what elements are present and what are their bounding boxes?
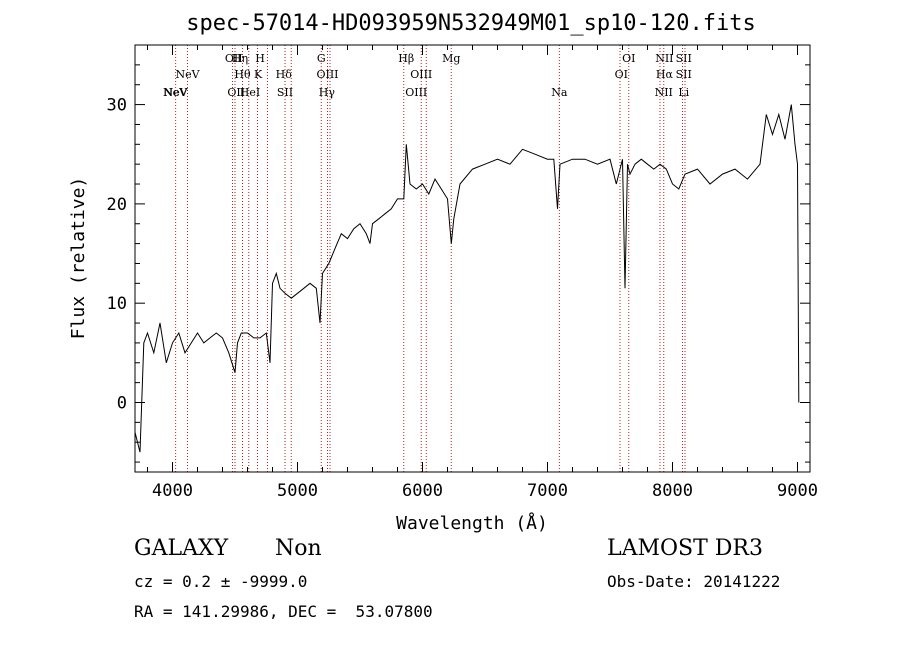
line-label: NII [655, 86, 673, 99]
x-axis-label: Wavelength (Å) [396, 512, 548, 534]
y-axis-label: Flux (relative) [68, 177, 89, 340]
line-label: HeI [240, 86, 260, 99]
line-label: Hδ [276, 68, 293, 81]
line-label: SII [277, 86, 293, 99]
chart-title: spec-57014-HD093959N532949M01_sp10-120.f… [186, 11, 756, 36]
line-label: OIII [316, 68, 338, 81]
x-tick-label: 8000 [652, 481, 693, 501]
line-label: NeV [175, 68, 200, 81]
line-label: OII [227, 86, 245, 99]
survey-name: LAMOST DR3 [607, 536, 763, 561]
obs-date-text: Obs-Date: 20141222 [607, 572, 781, 591]
plot-frame [134, 44, 811, 473]
object-subclass: Non [275, 536, 322, 561]
line-label: Hγ [319, 86, 336, 99]
line-label: NII [655, 52, 673, 65]
x-tick-label: 6000 [402, 481, 443, 501]
line-label: H [255, 52, 265, 65]
line-label: Na [551, 86, 568, 99]
line-label: SII [676, 52, 692, 65]
spectrum-line [134, 104, 800, 453]
line-label: SII [676, 68, 692, 81]
line-label: OI [615, 68, 628, 81]
y-tick-label: 10 [107, 294, 127, 314]
line-label: Li [678, 86, 689, 99]
line-label: G [317, 52, 326, 65]
line-label: NeV [164, 86, 189, 99]
line-label: Mg [442, 52, 460, 65]
object-class: GALAXY [134, 536, 229, 561]
line-label: OIII [405, 86, 427, 99]
coordinates-text: RA = 141.29986, DEC = 53.07800 [134, 602, 433, 621]
x-tick-label: 9000 [777, 481, 818, 501]
line-label: K [254, 68, 263, 81]
y-tick-label: 30 [107, 96, 127, 116]
y-tick-label: 0 [117, 393, 127, 413]
line-label: Hθ [234, 68, 251, 81]
line-label: OII [225, 52, 243, 65]
line-label: Hη [232, 52, 248, 65]
x-tick-label: 5000 [277, 481, 318, 501]
line-label: Hβ [398, 52, 414, 65]
line-label: Hα [656, 68, 674, 81]
x-tick-label: 4000 [152, 481, 193, 501]
line-label: OIII [410, 68, 432, 81]
y-tick-label: 20 [107, 195, 127, 215]
redshift-text: cz = 0.2 ± -9999.0 [134, 572, 308, 591]
line-label: NeV [163, 86, 188, 99]
line-label: OI [622, 52, 635, 65]
x-tick-label: 7000 [527, 481, 568, 501]
